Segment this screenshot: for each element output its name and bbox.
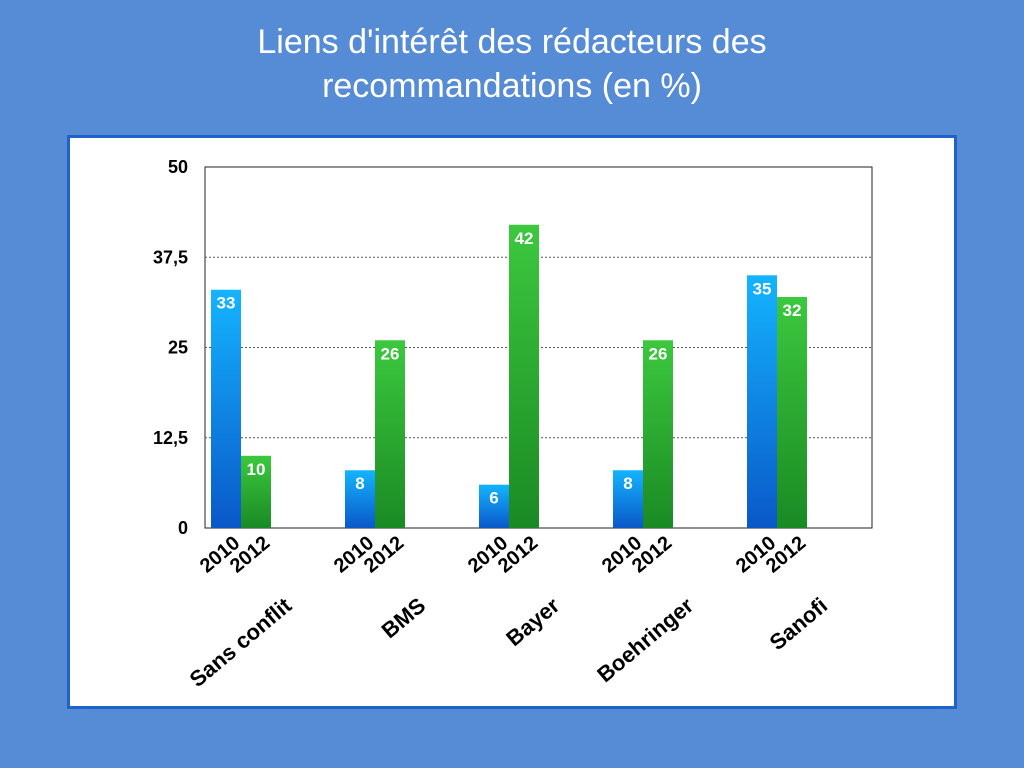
slide-title-line-1: Liens d'intérêt des rédacteurs des bbox=[257, 23, 767, 61]
bar-2010 bbox=[613, 470, 643, 528]
y-tick-label: 25 bbox=[168, 338, 188, 358]
bar-2012 bbox=[643, 340, 673, 528]
bar-value-label: 10 bbox=[247, 460, 266, 479]
slide-title-line-2: recommandations (en %) bbox=[322, 67, 702, 105]
bar-value-label: 26 bbox=[649, 344, 668, 363]
bar-value-label: 32 bbox=[783, 301, 802, 320]
category-label: Sanofi bbox=[765, 593, 833, 655]
category-label: Boehringer bbox=[592, 592, 698, 687]
bar-value-label: 8 bbox=[355, 474, 364, 493]
bar-value-label: 35 bbox=[753, 279, 772, 298]
slide-title: Liens d'intérêt des rédacteurs des recom… bbox=[0, 20, 1024, 108]
bar-value-label: 33 bbox=[217, 294, 236, 313]
y-tick-label: 50 bbox=[168, 157, 188, 177]
bar-2012 bbox=[241, 455, 271, 528]
bar-value-label: 26 bbox=[381, 344, 400, 363]
bar-2012 bbox=[777, 296, 807, 528]
bar-2010 bbox=[211, 289, 241, 528]
category-label: BMS bbox=[377, 593, 431, 644]
bar-2012 bbox=[375, 340, 405, 528]
category-label: Bayer bbox=[501, 592, 564, 651]
chart-frame: 0 12,5 25 37,5 50 33 2010 10 2012 Sans conflit 8 20… bbox=[67, 135, 957, 709]
bar-value-label: 6 bbox=[489, 489, 498, 508]
bar-2010 bbox=[479, 484, 509, 528]
bar-value-label: 42 bbox=[515, 229, 534, 248]
bar-value-label: 8 bbox=[623, 474, 632, 493]
bar-2012 bbox=[509, 224, 539, 528]
y-tick-label: 12,5 bbox=[153, 428, 188, 448]
category-label: Sans conflit bbox=[185, 592, 297, 692]
y-tick-label: 37,5 bbox=[153, 247, 188, 267]
y-tick-label: 0 bbox=[178, 518, 188, 538]
bar-2010 bbox=[747, 275, 777, 528]
bar-2010 bbox=[345, 470, 375, 528]
